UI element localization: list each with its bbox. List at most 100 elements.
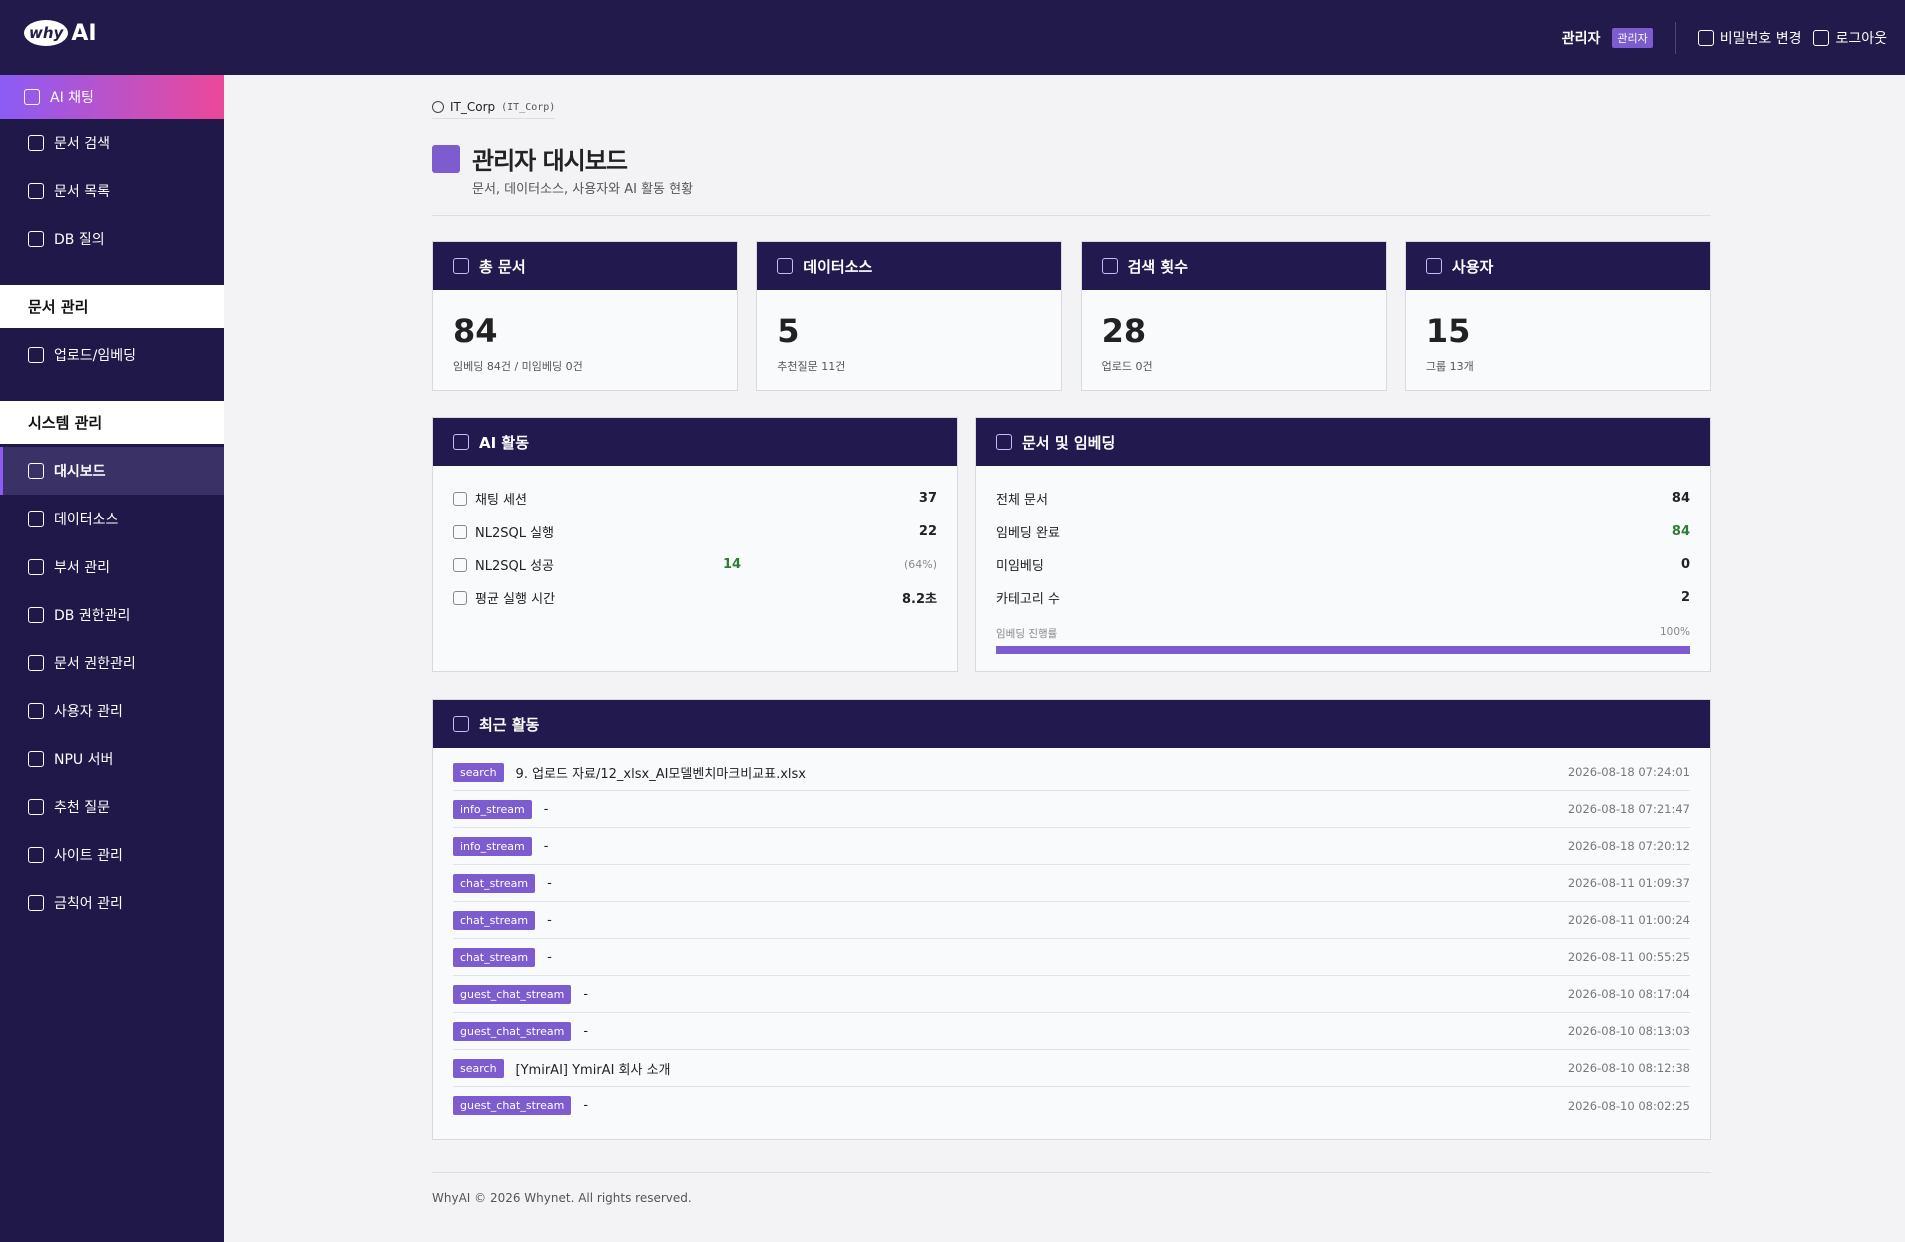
card-title: 최근 활동: [479, 715, 540, 734]
activity-time: 2026-08-10 08:17:04: [1567, 987, 1690, 1001]
rows: 채팅 세션 37 NL2SQL 실행 22 NL2SQL 성공 14 (64%) 평균 실행 …: [433, 466, 957, 614]
icon: [28, 463, 44, 479]
icon: [453, 524, 467, 539]
page-subtitle: 문서, 데이터소스, 사용자와 AI 활동 현황: [472, 182, 694, 197]
nav-item[interactable]: DB 질의: [0, 215, 224, 263]
stat-note: 그룹 13개: [1425, 360, 1474, 373]
icon: [996, 434, 1012, 450]
nav-label: 업로드/임베딩: [54, 348, 136, 364]
nav-item[interactable]: 문서 검색: [0, 119, 224, 167]
icon: [453, 590, 467, 605]
icon: [28, 559, 44, 575]
page-title-row: 관리자 대시보드: [432, 141, 628, 176]
activity-time: 2026-08-10 08:13:03: [1567, 1024, 1690, 1038]
logo-mark: why: [24, 20, 69, 46]
activity-tag: chat_stream: [453, 910, 536, 930]
nav-label: NPU 서버: [54, 752, 114, 768]
icon: [28, 183, 44, 199]
icon: [28, 231, 44, 247]
icon: [28, 847, 44, 863]
progress-labels: 임베딩 진행률 100%: [996, 626, 1690, 641]
row-label: 카테고리 수: [996, 592, 1060, 607]
nav-item[interactable]: 추천 질문: [0, 783, 224, 831]
nav-item[interactable]: 업로드/임베딩: [0, 331, 224, 379]
activity-row: info_stream - 2026-08-18 07:21:47: [453, 791, 1690, 828]
logout[interactable]: 로그아웃: [1813, 28, 1887, 48]
row-label: 전체 문서: [996, 493, 1048, 508]
nav-label: 문서 검색: [54, 136, 110, 152]
icon: [1697, 29, 1714, 46]
activity-text: -: [543, 838, 549, 854]
header-actions: 관리자 관리자 비밀번호 변경 로그아웃: [1562, 0, 1887, 75]
nav-item[interactable]: 사용자 관리: [0, 687, 224, 735]
stat-row: 전체 문서 84: [976, 482, 1710, 515]
activity-row: guest_chat_stream - 2026-08-10 08:02:25: [453, 1087, 1690, 1124]
stat-value: 15: [1425, 312, 1471, 350]
stat-row: 미임베딩 0: [976, 548, 1710, 581]
row-label-wrap: 채팅 세션: [453, 489, 919, 508]
card-title: 검색 횟수: [1127, 257, 1189, 276]
progress-track: [996, 646, 1690, 654]
nav-item[interactable]: AI 채팅: [0, 75, 224, 119]
nav-item[interactable]: DB 권한관리: [0, 591, 224, 639]
card-header: 검색 횟수: [1081, 242, 1386, 290]
activity-tag: search: [453, 762, 504, 782]
stat-row: 카테고리 수 2: [976, 581, 1710, 614]
row-value: 37: [918, 491, 937, 506]
activity-row: search [YmirAI] YmirAI 회사 소개 2026-08-10 08…: [453, 1050, 1690, 1087]
site-name[interactable]: IT_Corp: [450, 100, 496, 114]
nav-label: 사이트 관리: [54, 848, 123, 864]
icon: [28, 511, 44, 527]
activity-tag: info_stream: [453, 799, 532, 819]
activity-tag: guest_chat_stream: [453, 984, 572, 1004]
icon: [28, 347, 44, 363]
nav-label: 부서 관리: [54, 560, 110, 576]
row-label: NL2SQL 성공: [475, 559, 555, 574]
change-password[interactable]: 비밀번호 변경: [1697, 28, 1801, 48]
nav-item[interactable]: 데이터소스: [0, 495, 224, 543]
nav-item[interactable]: NPU 서버: [0, 735, 224, 783]
nav-item[interactable]: 문서 목록: [0, 167, 224, 215]
activity-row: guest_chat_stream - 2026-08-10 08:17:04: [453, 976, 1690, 1013]
activity-time: 2026-08-11 01:00:24: [1567, 913, 1690, 927]
activity-time: 2026-08-18 07:24:01: [1567, 765, 1690, 779]
activity-text: [YmirAI] YmirAI 회사 소개: [515, 1062, 671, 1078]
activity-text: -: [543, 801, 549, 817]
row-note: (64%): [903, 558, 937, 571]
nav-item[interactable]: 문서 권한관리: [0, 639, 224, 687]
activity-row: chat_stream - 2026-08-11 01:09:37: [453, 865, 1690, 902]
activity-tag: search: [453, 1058, 504, 1078]
nav-item[interactable]: 부서 관리: [0, 543, 224, 591]
card: AI 활동 채팅 세션 37 NL2SQL 실행 22 NL2SQL 성공 14 (64%) 평…: [432, 417, 958, 672]
activity-time: 2026-08-10 08:12:38: [1567, 1061, 1690, 1075]
stat-note: 추천질문 11건: [777, 360, 846, 373]
activity-time: 2026-08-18 07:20:12: [1567, 839, 1690, 853]
card-header: 문서 및 임베딩: [976, 418, 1710, 466]
activity-text: -: [547, 875, 552, 891]
card: 검색 횟수 28 업로드 0건: [1080, 241, 1387, 391]
row-value: 84: [1671, 491, 1690, 506]
row-value: 0: [1680, 557, 1690, 572]
page-title: 관리자 대시보드: [472, 147, 628, 175]
row-label-wrap: NL2SQL 실행: [453, 522, 919, 541]
nav-item[interactable]: 대시보드: [0, 447, 224, 495]
separator: [1674, 21, 1676, 54]
top-bar: why AI 관리자 관리자 비밀번호 변경 로그아웃: [0, 0, 1905, 75]
nav-item[interactable]: 사이트 관리: [0, 831, 224, 879]
nav-label: 대시보드: [54, 464, 106, 480]
icon: [453, 491, 467, 506]
stat-row: 채팅 세션 37: [433, 482, 957, 515]
card-title: 총 문서: [479, 257, 526, 276]
nav-label: 추천 질문: [54, 800, 110, 816]
nav-item[interactable]: 금칙어 관리: [0, 879, 224, 927]
logo[interactable]: why AI: [24, 20, 97, 46]
stat-row: 임베딩 완료 84: [976, 515, 1710, 548]
row-label-wrap: 미임베딩: [996, 555, 1681, 574]
card-header: 데이터소스: [757, 242, 1062, 290]
sidebar: AI 채팅 문서 검색 문서 목록 DB 질의 문서 관리 업로드/임베딩 시스템 관리 대시…: [0, 75, 224, 1242]
activity-list: search 9. 업로드 자료/12_xlsx_AI모델벤치마크비교표.xlsx…: [433, 748, 1710, 1124]
globe-icon: [432, 101, 444, 113]
card-title: 데이터소스: [803, 257, 873, 276]
activity-row: search 9. 업로드 자료/12_xlsx_AI모델벤치마크비교표.xlsx…: [453, 754, 1690, 791]
